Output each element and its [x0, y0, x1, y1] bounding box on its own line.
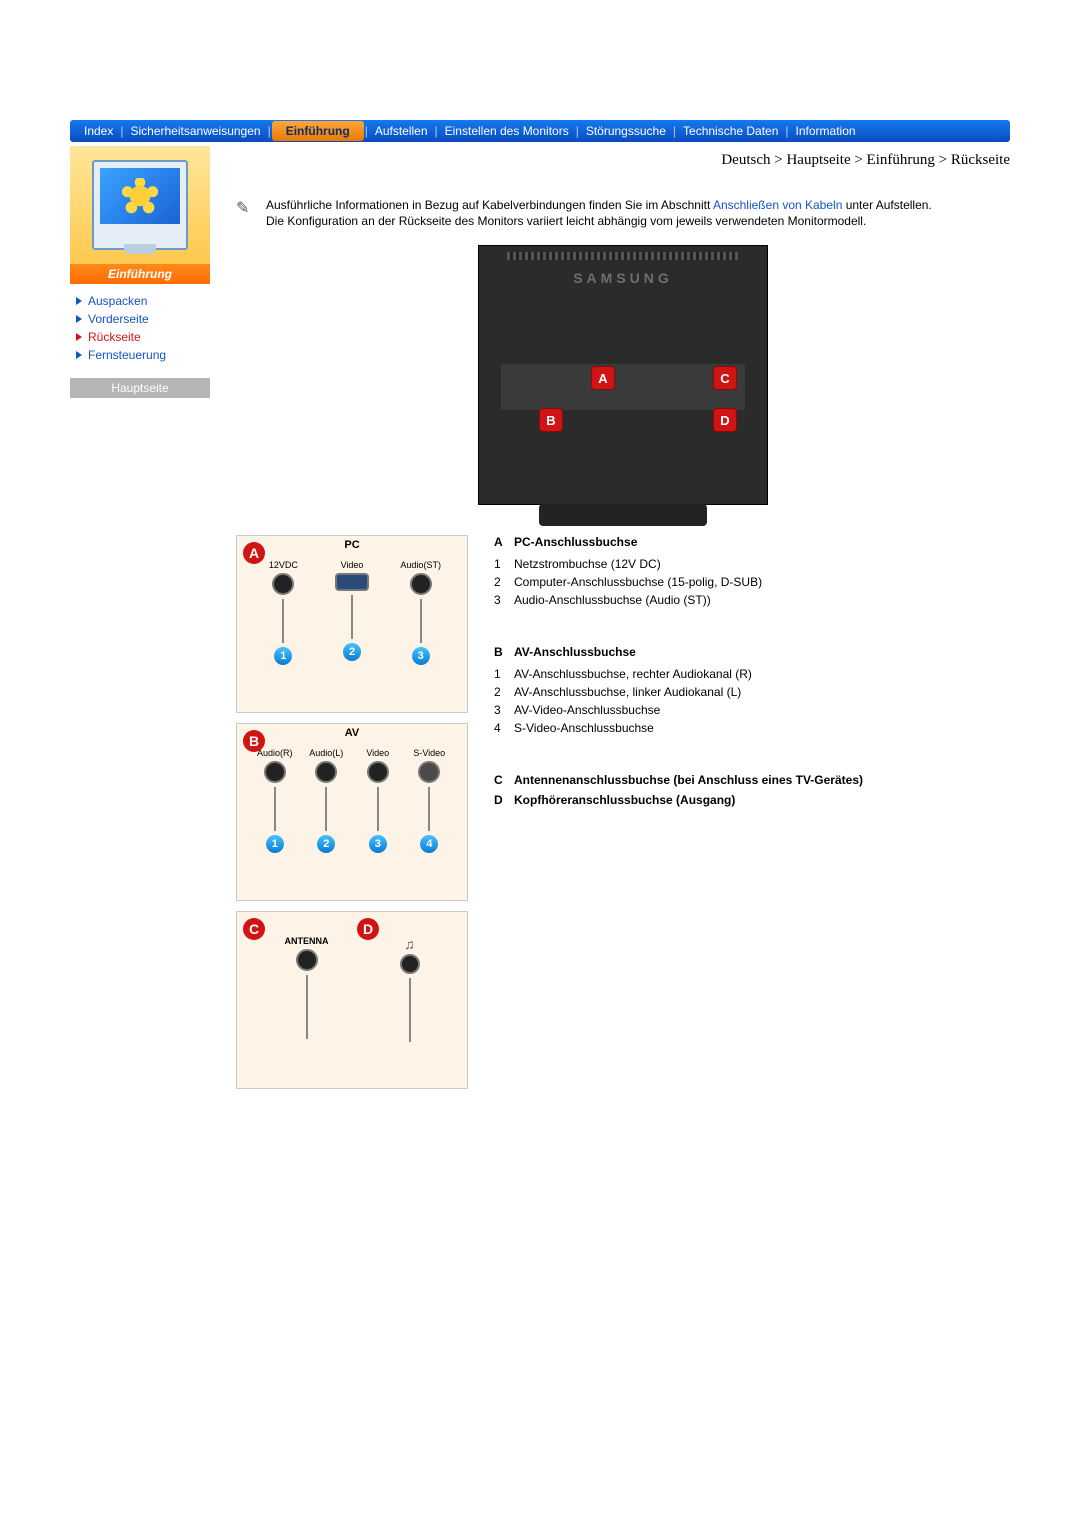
alert-icon: ✎	[236, 198, 254, 218]
audio-r-port-icon	[264, 761, 286, 783]
sidebar: Einführung Auspacken Vorderseite Rücksei…	[70, 146, 210, 1099]
sidebar-links: Auspacken Vorderseite Rückseite Fernsteu…	[70, 284, 210, 378]
power-port-icon	[272, 573, 294, 595]
specA-item2-n: 2	[494, 575, 514, 589]
top-navbar: Index| Sicherheitsanweisungen| Einführun…	[70, 120, 1010, 142]
headphone-icon: ♫	[404, 936, 415, 952]
nav-setup[interactable]: Aufstellen	[369, 124, 434, 138]
diagram-label-C: C	[713, 366, 737, 390]
diagram-label-B: B	[539, 408, 563, 432]
nav-safety[interactable]: Sicherheitsanweisungen	[124, 124, 266, 138]
antenna-label: ANTENNA	[285, 936, 329, 946]
portA1-num: 1	[274, 647, 292, 665]
monitor-back-diagram: SAMSUNG A B C D	[236, 245, 1010, 505]
arrow-icon	[76, 315, 82, 323]
portA2-label: Video	[341, 560, 364, 570]
portB3-label: Video	[366, 748, 389, 758]
portA1-label: 12VDC	[269, 560, 298, 570]
specB-item1-t: AV-Anschlussbuchse, rechter Audiokanal (…	[514, 667, 752, 681]
specA-letter: A	[494, 535, 514, 549]
sidebar-link-auspacken[interactable]: Auspacken	[88, 294, 147, 308]
panel-CD-diagram: C D ANTENNA ♫	[236, 911, 468, 1089]
diagram-label-D: D	[713, 408, 737, 432]
monitor-brand-text: SAMSUNG	[479, 270, 767, 286]
specA-item2-t: Computer-Anschlussbuchse (15-polig, D-SU…	[514, 575, 762, 589]
intro-text-2: unter Aufstellen.	[842, 198, 931, 212]
flower-icon	[122, 178, 158, 214]
specB-item3-n: 3	[494, 703, 514, 717]
diagram-label-A: A	[591, 366, 615, 390]
intro-text-3: Die Konfiguration an der Rückseite des M…	[266, 214, 866, 228]
portB3-num: 3	[369, 835, 387, 853]
nav-trouble[interactable]: Störungssuche	[580, 124, 672, 138]
arrow-icon	[76, 351, 82, 359]
portB1-num: 1	[266, 835, 284, 853]
specD-title: Kopfhöreranschlussbuchse (Ausgang)	[514, 793, 1010, 807]
arrow-icon	[76, 333, 82, 341]
dsub-port-icon	[335, 573, 369, 591]
audio-port-icon	[410, 573, 432, 595]
specA-item1-t: Netzstrombuchse (12V DC)	[514, 557, 661, 571]
panel-A-title: PC	[344, 539, 359, 551]
sidebar-hero-image	[70, 146, 210, 264]
nav-intro-active[interactable]: Einführung	[272, 121, 364, 141]
portA3-label: Audio(ST)	[400, 560, 441, 570]
portB4-num: 4	[420, 835, 438, 853]
sidebar-section-label: Einführung	[70, 264, 210, 284]
portB1-label: Audio(R)	[257, 748, 293, 758]
portA3-num: 3	[412, 647, 430, 665]
portB2-num: 2	[317, 835, 335, 853]
specB-item1-n: 1	[494, 667, 514, 681]
specD-letter: D	[494, 793, 514, 807]
specB-item2-t: AV-Anschlussbuchse, linker Audiokanal (L…	[514, 685, 741, 699]
panel-B-diagram: B AV Audio(R)1 Audio(L)2 Video3 S-Video4	[236, 723, 468, 901]
spec-block-B: BAV-Anschlussbuchse 1AV-Anschlussbuchse,…	[494, 645, 1010, 737]
portB4-label: S-Video	[413, 748, 445, 758]
specC-title: Antennenanschlussbuchse (bei Anschluss e…	[514, 773, 1010, 787]
video-port-icon	[367, 761, 389, 783]
headphone-port-icon	[400, 954, 420, 974]
main-content: Deutsch > Hauptseite > Einführung > Rück…	[210, 146, 1010, 1099]
specA-item1-n: 1	[494, 557, 514, 571]
specC-letter: C	[494, 773, 514, 787]
arrow-icon	[76, 297, 82, 305]
specB-item3-t: AV-Video-Anschlussbuchse	[514, 703, 660, 717]
sidebar-link-rueckseite[interactable]: Rückseite	[88, 330, 141, 344]
intro-link-cables[interactable]: Anschließen von Kabeln	[713, 198, 842, 212]
specB-title: AV-Anschlussbuchse	[514, 645, 636, 659]
portB2-label: Audio(L)	[309, 748, 343, 758]
spec-block-C: CAntennenanschlussbuchse (bei Anschluss …	[494, 773, 1010, 787]
intro-section: ✎ Ausführliche Informationen in Bezug au…	[236, 197, 1010, 229]
portA2-num: 2	[343, 643, 361, 661]
specA-title: PC-Anschlussbuchse	[514, 535, 637, 549]
nav-info[interactable]: Information	[790, 124, 862, 138]
panel-B-title: AV	[345, 727, 359, 739]
nav-index[interactable]: Index	[78, 124, 119, 138]
nav-specs[interactable]: Technische Daten	[677, 124, 784, 138]
spec-block-A: APC-Anschlussbuchse 1Netzstrombuchse (12…	[494, 535, 1010, 609]
specB-letter: B	[494, 645, 514, 659]
spec-block-D: DKopfhöreranschlussbuchse (Ausgang)	[494, 793, 1010, 807]
specA-item3-n: 3	[494, 593, 514, 607]
specA-item3-t: Audio-Anschlussbuchse (Audio (ST))	[514, 593, 711, 607]
sidebar-link-vorderseite[interactable]: Vorderseite	[88, 312, 149, 326]
svideo-port-icon	[418, 761, 440, 783]
breadcrumb: Deutsch > Hauptseite > Einführung > Rück…	[236, 152, 1010, 169]
specB-item2-n: 2	[494, 685, 514, 699]
sidebar-footer-link[interactable]: Hauptseite	[70, 378, 210, 398]
sidebar-link-fernsteuerung[interactable]: Fernsteuerung	[88, 348, 166, 362]
nav-adjust[interactable]: Einstellen des Monitors	[439, 124, 575, 138]
audio-l-port-icon	[315, 761, 337, 783]
specB-item4-t: S-Video-Anschlussbuchse	[514, 721, 654, 735]
intro-text-1: Ausführliche Informationen in Bezug auf …	[266, 198, 713, 212]
antenna-port-icon	[296, 949, 318, 971]
specB-item4-n: 4	[494, 721, 514, 735]
panel-A-diagram: A PC 12VDC1 Video2 Audio(ST)3	[236, 535, 468, 713]
